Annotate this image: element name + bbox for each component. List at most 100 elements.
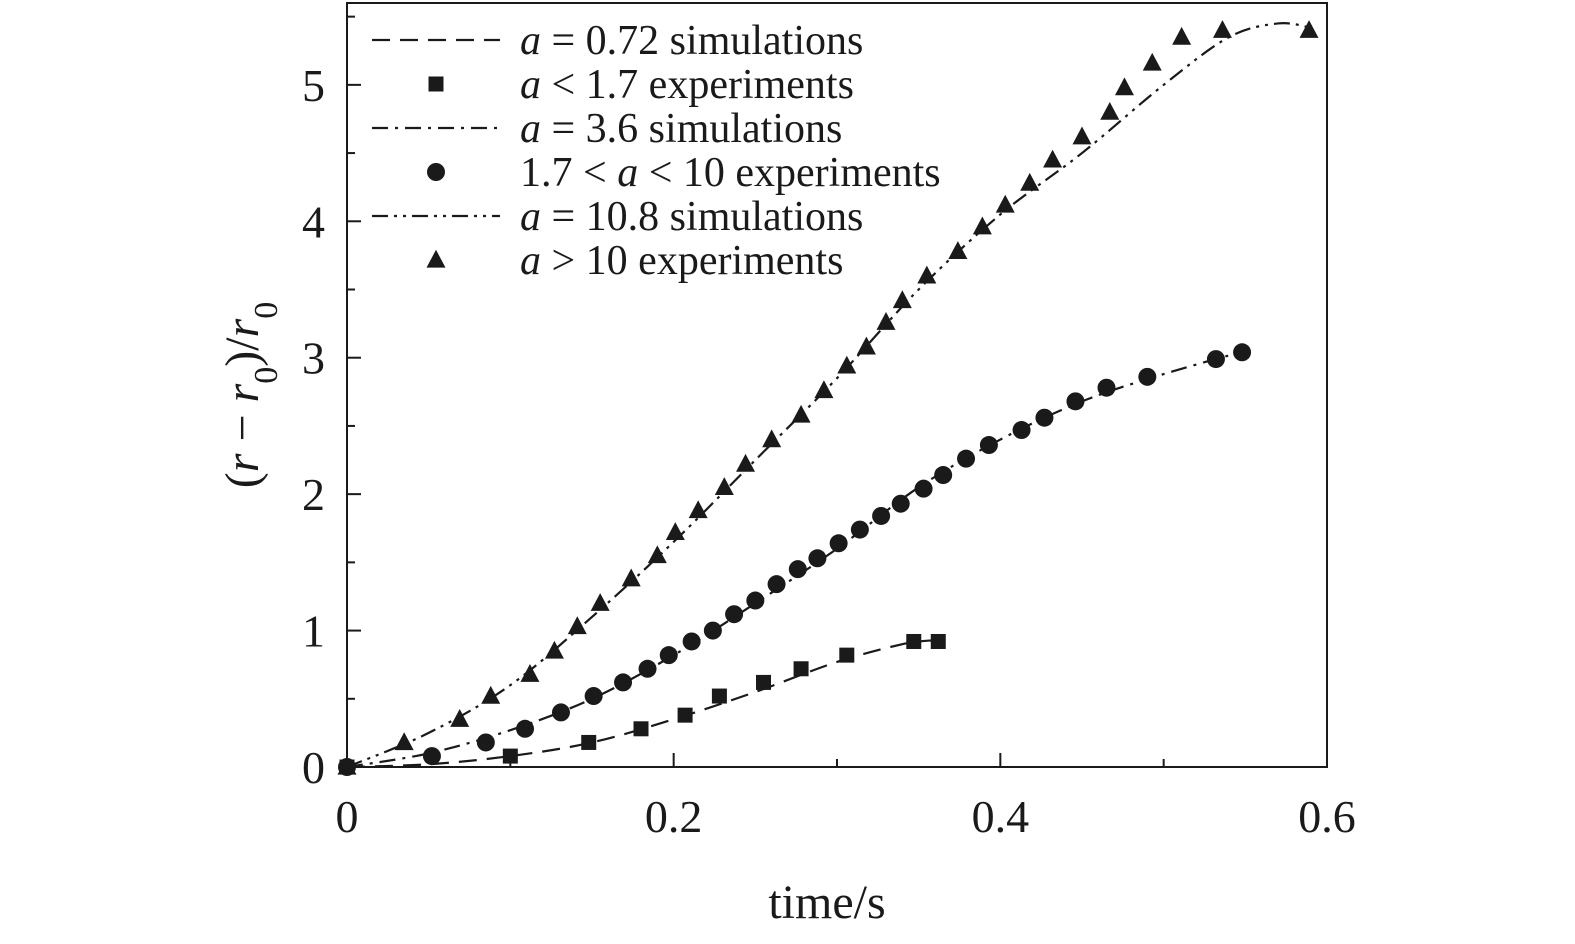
legend-label: 1.7 < a < 10 experiments	[520, 150, 941, 196]
circle-point	[808, 549, 827, 568]
triangle-point	[995, 194, 1015, 213]
triangle-point	[714, 477, 734, 495]
square-point	[677, 707, 693, 723]
triangle-point	[762, 429, 782, 448]
triangle-point	[1114, 77, 1134, 96]
legend-square-swatch	[428, 76, 444, 92]
circle-point	[638, 659, 657, 678]
triangle-point	[814, 380, 834, 399]
x-tick-label: 0.2	[645, 791, 703, 842]
triangle-point	[394, 732, 414, 751]
triangle-point	[972, 216, 992, 235]
y-tick-label: 3	[302, 333, 325, 384]
legend-label: a = 10.8 simulations	[520, 194, 863, 240]
y-tick-label: 0	[302, 742, 325, 793]
circle-point	[746, 591, 765, 610]
triangle-point	[1172, 26, 1192, 45]
triangle-point	[1072, 126, 1092, 145]
series-0	[346, 639, 936, 769]
triangle-point	[876, 312, 896, 330]
circle-point	[1206, 350, 1225, 369]
circle-point	[659, 646, 678, 665]
legend-label: a < 1.7 experiments	[520, 62, 854, 108]
series-3	[338, 343, 1252, 776]
triangle-point	[621, 568, 641, 587]
triangle-point	[665, 522, 685, 540]
y-tick-label: 1	[302, 606, 325, 657]
square-point	[793, 661, 809, 677]
square-point	[756, 674, 771, 690]
legend-triangle-swatch	[426, 249, 446, 268]
circle-point	[891, 494, 910, 513]
triangle-point	[1100, 101, 1120, 120]
circle-point	[584, 687, 603, 706]
triangle-point	[590, 593, 610, 611]
triangle-point	[688, 500, 708, 519]
circle-point	[1066, 392, 1085, 411]
y-tick-label: 5	[302, 60, 325, 111]
circle-point	[516, 719, 535, 738]
x-tick-label: 0.4	[972, 791, 1030, 842]
circle-point	[957, 449, 976, 468]
circle-point	[914, 479, 933, 498]
square-point	[839, 647, 855, 663]
square-point	[906, 633, 922, 649]
triangle-point	[544, 640, 564, 659]
triangle-point	[892, 290, 912, 309]
legend-item-3: 1.7 < a < 10 experiments	[427, 150, 941, 196]
series-5	[337, 20, 1319, 775]
circle-point	[850, 520, 869, 539]
circle-point	[725, 605, 744, 624]
circle-point	[829, 534, 848, 553]
triangle-point	[567, 616, 587, 635]
triangle-point	[1212, 20, 1232, 38]
circle-point	[703, 621, 722, 640]
circle-point	[1097, 378, 1116, 397]
x-tick-label: 0	[336, 791, 359, 842]
triangle-point	[1142, 52, 1162, 71]
triangle-point	[837, 355, 857, 374]
legend-item-0: a = 0.72 simulations	[372, 18, 863, 64]
circle-point	[1035, 408, 1054, 427]
legend-label: a = 0.72 simulations	[520, 18, 863, 64]
circle-point	[614, 673, 633, 692]
triangle-point	[856, 336, 876, 355]
square-point	[502, 748, 518, 764]
triangle-point	[948, 241, 968, 259]
triangle-point	[917, 265, 937, 284]
circle-point	[767, 575, 786, 594]
circle-point	[1012, 421, 1031, 440]
legend-item-2: a = 3.6 simulations	[372, 106, 842, 152]
y-tick-label: 4	[302, 196, 325, 247]
x-tick-label: 0.6	[1298, 791, 1356, 842]
legend-item-4: a = 10.8 simulations	[372, 194, 863, 240]
legend-label: a = 3.6 simulations	[520, 106, 842, 152]
x-axis-label: time/s	[768, 876, 885, 929]
circle-point	[979, 436, 998, 455]
triangle-point	[1299, 20, 1319, 38]
y-tick-label: 2	[302, 469, 325, 520]
triangle-point	[736, 453, 756, 472]
triangle-point	[520, 664, 540, 682]
circle-point	[788, 560, 807, 579]
circle-point	[872, 506, 891, 525]
series-line	[346, 639, 936, 769]
triangle-point	[647, 545, 667, 564]
square-point	[581, 734, 597, 750]
circle-point	[1233, 343, 1252, 362]
circle-point	[476, 733, 495, 752]
circle-point	[1138, 367, 1157, 386]
triangle-point	[1020, 172, 1040, 191]
square-point	[930, 633, 946, 649]
legend-item-5: a > 10 experiments	[426, 238, 843, 284]
legend-circle-swatch	[427, 163, 445, 181]
triangle-point	[1043, 149, 1063, 168]
triangle-point	[791, 404, 811, 423]
series-line	[346, 349, 1246, 769]
legend-label: a > 10 experiments	[520, 238, 843, 284]
y-axis-label: (r − r0)/r0	[216, 302, 285, 488]
circle-point	[934, 466, 953, 485]
square-point	[711, 688, 727, 704]
